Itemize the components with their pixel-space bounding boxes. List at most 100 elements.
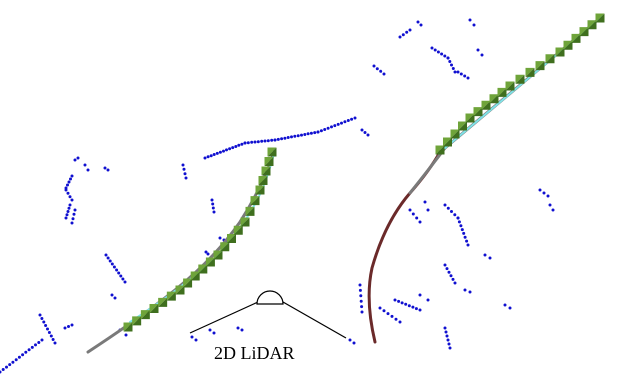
scan-point [260, 139, 264, 143]
scan-point [463, 235, 467, 239]
scan-point [108, 259, 112, 263]
scan-point [17, 355, 21, 359]
lidar-scan-points [0, 18, 555, 374]
scan-point [228, 147, 232, 151]
pose-marker-lower [458, 121, 467, 131]
scan-point [503, 303, 507, 307]
scan-point [465, 239, 469, 243]
pose-marker-lower [535, 61, 545, 71]
scan-point [240, 142, 244, 146]
scan-point [276, 137, 280, 141]
scan-point [379, 69, 383, 73]
pose-marker-lower [489, 94, 499, 104]
pose-marker-lower [140, 310, 150, 320]
scan-point [47, 331, 51, 334]
scan-point [542, 191, 546, 195]
pose-marker-lower [267, 147, 277, 157]
scan-point [453, 213, 457, 217]
scan-point [418, 220, 422, 224]
pose-marker-lower [250, 196, 260, 206]
scan-point [236, 326, 240, 330]
pose-marker-lower [190, 271, 200, 281]
scan-point [273, 138, 277, 142]
scan-point [408, 28, 412, 32]
scan-point [423, 200, 427, 204]
scan-point [231, 146, 235, 150]
scan-point [446, 206, 450, 210]
scan-point [184, 176, 188, 180]
scan-point [319, 129, 323, 133]
scan-point [243, 141, 247, 145]
scan-point [382, 309, 386, 313]
pose-marker-lower [481, 100, 491, 110]
scan-point [86, 168, 90, 172]
scan-point [253, 140, 257, 144]
scan-point [121, 277, 125, 281]
scan-point [112, 265, 116, 269]
scan-point [66, 210, 70, 213]
scan-point [378, 306, 382, 310]
left-trajectory-estimate-line [129, 149, 276, 323]
scan-point [309, 131, 313, 135]
scan-point [206, 155, 210, 159]
scan-point [72, 212, 76, 216]
scan-point [411, 305, 415, 309]
scan-point [103, 166, 107, 170]
scan-point [266, 139, 270, 143]
scan-point [446, 338, 450, 342]
scan-point [34, 343, 37, 347]
scan-point [453, 70, 457, 74]
scan-point [416, 20, 420, 24]
scan-point [212, 210, 216, 214]
scan-point [208, 328, 212, 332]
scan-point [466, 243, 470, 247]
scan-point [104, 253, 108, 257]
left-trajectory-line [86, 148, 277, 354]
scan-point [293, 134, 297, 138]
scan-point [456, 70, 460, 74]
scan-point [463, 74, 467, 78]
scan-point [451, 277, 455, 281]
scan-point [407, 304, 411, 308]
scan-point [358, 283, 362, 287]
scan-point [394, 317, 398, 321]
pose-marker-lower [505, 81, 515, 91]
scan-point [212, 331, 216, 335]
scan-point [210, 198, 214, 202]
scan-point [447, 342, 451, 346]
sensor-fov-right-line [282, 301, 347, 339]
scan-point [38, 313, 42, 317]
pose-marker-lower [595, 13, 605, 23]
scan-point [548, 203, 552, 207]
scan-point [360, 310, 364, 314]
scan-point [21, 353, 25, 357]
scan-point [117, 271, 121, 275]
scan-point [445, 267, 449, 271]
scan-point [350, 117, 354, 121]
scan-point [83, 163, 87, 167]
pose-marker-lower [183, 278, 193, 288]
scan-point [286, 136, 290, 139]
scan-point [443, 203, 447, 207]
scan-point [313, 131, 317, 135]
pose-marker-lower [258, 176, 268, 185]
pose-marker-lower [132, 316, 142, 326]
scan-point [290, 135, 293, 139]
scan-point [401, 33, 405, 37]
scan-point [418, 308, 422, 312]
pose-marker-lower [443, 137, 452, 147]
scan-point [70, 323, 74, 327]
scan-point [330, 125, 333, 129]
scan-point [37, 341, 41, 344]
scan-point [419, 23, 423, 27]
scan-point [246, 141, 250, 145]
scan-point [11, 360, 15, 364]
pose-marker-lower [227, 234, 236, 243]
scan-point [65, 213, 69, 217]
scan-point [393, 298, 397, 302]
scan-point [468, 290, 472, 294]
scan-point [240, 328, 244, 332]
scan-point [346, 119, 350, 122]
scan-point [538, 188, 542, 192]
